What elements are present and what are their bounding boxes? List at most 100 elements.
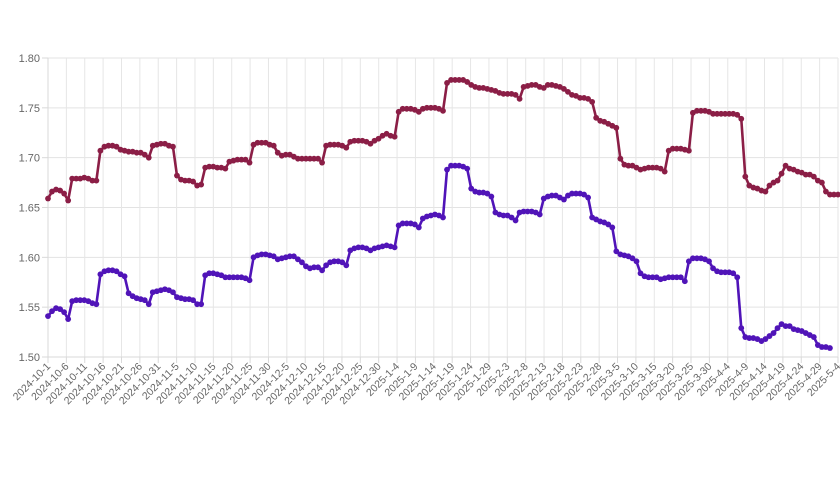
data-point [45,195,51,202]
data-point [113,268,120,275]
data-point [290,253,297,260]
data-point [561,85,567,92]
data-point [428,104,434,111]
data-point [444,80,450,86]
data-point [61,190,68,197]
data-point [270,142,277,149]
data-point [65,316,72,323]
data-point [718,269,725,276]
data-point [561,196,567,203]
data-point [206,270,213,277]
data-point [206,163,213,170]
data-point [343,262,350,269]
data-point [339,259,346,266]
data-point [685,258,692,265]
data-point [726,110,733,117]
data-point [145,154,152,161]
y-tick-label: 1.75 [19,103,40,115]
data-point [512,91,519,98]
data-point [468,185,475,192]
y-tick-label: 1.60 [19,252,40,264]
data-point [214,164,221,171]
data-point [835,191,840,198]
data-point [286,253,293,260]
data-point [411,221,418,228]
data-point [774,325,781,331]
data-point [585,194,592,201]
data-point [395,108,402,115]
data-point [391,244,398,251]
data-point [456,77,463,83]
data-point [246,159,253,166]
data-point [782,323,789,330]
data-point [512,217,519,224]
data-point [399,105,406,112]
data-point [746,335,753,341]
data-point [766,182,773,189]
data-point [351,137,358,144]
data-point [681,278,688,285]
data-point [528,82,535,88]
data-point [182,296,188,303]
data-point [649,274,656,281]
data-point [93,177,100,184]
data-point [661,168,668,175]
data-point [738,115,745,122]
data-point [440,107,446,114]
data-point [504,90,511,97]
data-point [69,175,76,182]
data-point [270,253,277,260]
data-point [246,277,253,284]
data-point [105,267,112,274]
data-point [97,147,104,154]
data-point [294,256,301,263]
data-point [476,189,483,196]
data-point [569,190,575,197]
y-tick-label: 1.65 [19,203,40,215]
data-point [113,143,120,150]
data-point [645,164,652,171]
data-point [367,140,374,147]
data-point [818,344,825,350]
data-point [452,162,458,169]
data-point [315,155,321,162]
data-point [182,177,188,184]
data-point [319,267,325,274]
data-point [238,156,245,163]
data-point [609,224,616,231]
data-point [734,274,741,281]
data-point [500,212,507,219]
data-point [355,137,362,144]
data-point [665,274,672,281]
data-point [516,95,523,102]
data-point [673,274,680,281]
data-point [331,141,338,148]
data-point [629,255,636,262]
data-point [258,251,265,258]
y-tick-label: 1.55 [19,302,40,314]
data-point [222,274,229,281]
data-point [274,149,281,156]
data-point [585,95,592,102]
data-point [105,142,112,149]
data-point [577,94,583,101]
data-point [613,248,620,255]
data-point [823,188,829,195]
data-point [415,224,422,231]
data-point [230,274,237,281]
data-point [331,258,338,265]
y-tick-label: 1.80 [19,53,40,65]
data-point [714,110,720,117]
data-point [520,208,527,215]
data-point [327,141,334,148]
data-point [738,325,745,331]
data-point [782,162,789,169]
data-point [637,270,644,277]
data-point [669,274,676,281]
data-point [242,156,249,163]
series-2 [45,162,833,351]
data-point [303,155,309,162]
data-point [617,155,624,162]
data-point [722,110,729,117]
